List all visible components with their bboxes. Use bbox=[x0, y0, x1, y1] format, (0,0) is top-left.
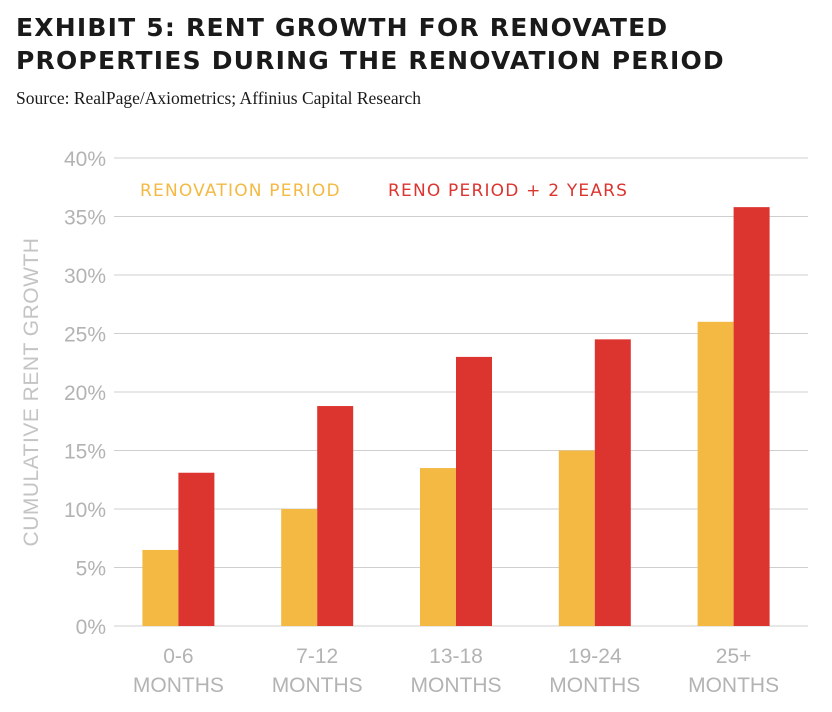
y-tick-label: 25% bbox=[64, 324, 106, 347]
y-axis-label: CUMULATIVE RENT GROWTH bbox=[20, 238, 43, 547]
y-tick-label: 0% bbox=[76, 616, 106, 639]
chart-title-line-1: EXHIBIT 5: RENT GROWTH FOR RENOVATED bbox=[16, 13, 668, 42]
y-tick-label: 5% bbox=[76, 558, 106, 581]
y-axis-ticks: 0% 5% 10% 15% 20% 25% 30% 35% 40% bbox=[64, 148, 106, 639]
x-tick-label: 0-6 bbox=[163, 645, 193, 668]
bar-reno-plus-2-years bbox=[317, 406, 354, 626]
y-tick-label: 40% bbox=[64, 148, 106, 171]
x-tick-label: MONTHS bbox=[411, 674, 502, 697]
x-tick-label: MONTHS bbox=[133, 674, 224, 697]
x-tick-label: MONTHS bbox=[549, 674, 640, 697]
x-tick-label: 13-18 bbox=[429, 645, 483, 668]
bar-renovation-period bbox=[697, 321, 734, 626]
x-tick-label: 19-24 bbox=[568, 645, 622, 668]
x-tick-label: 25+ bbox=[716, 645, 752, 668]
chart-source: Source: RealPage/Axiometrics; Affinius C… bbox=[16, 88, 421, 108]
bar-renovation-period bbox=[142, 549, 179, 626]
y-tick-label: 35% bbox=[64, 207, 106, 230]
legend-item: RENOVATION PERIOD bbox=[140, 181, 341, 201]
x-tick-label: MONTHS bbox=[688, 674, 779, 697]
y-tick-label: 20% bbox=[64, 382, 106, 405]
legend: RENOVATION PERIOD RENO PERIOD + 2 YEARS bbox=[140, 181, 628, 201]
legend-item: RENO PERIOD + 2 YEARS bbox=[388, 181, 628, 201]
bar-reno-plus-2-years bbox=[733, 207, 770, 626]
bar-renovation-period bbox=[281, 509, 318, 626]
bar-reno-plus-2-years bbox=[178, 472, 215, 626]
x-tick-label: MONTHS bbox=[272, 674, 363, 697]
bar-renovation-period bbox=[420, 468, 456, 626]
bars bbox=[142, 207, 770, 626]
x-axis-ticks: 0-6 MONTHS 7-12 MONTHS 13-18 MONTHS 19-24 MONTH… bbox=[133, 645, 779, 697]
bar-reno-plus-2-years bbox=[594, 339, 631, 626]
chart-title-line-2: PROPERTIES DURING THE RENOVATION PERIOD bbox=[16, 46, 725, 75]
bar-reno-plus-2-years bbox=[456, 356, 492, 626]
y-tick-label: 30% bbox=[64, 265, 106, 288]
x-tick-label: 7-12 bbox=[296, 645, 338, 668]
bar-renovation-period bbox=[558, 450, 595, 626]
y-tick-label: 15% bbox=[64, 441, 106, 464]
y-tick-label: 10% bbox=[64, 499, 106, 522]
